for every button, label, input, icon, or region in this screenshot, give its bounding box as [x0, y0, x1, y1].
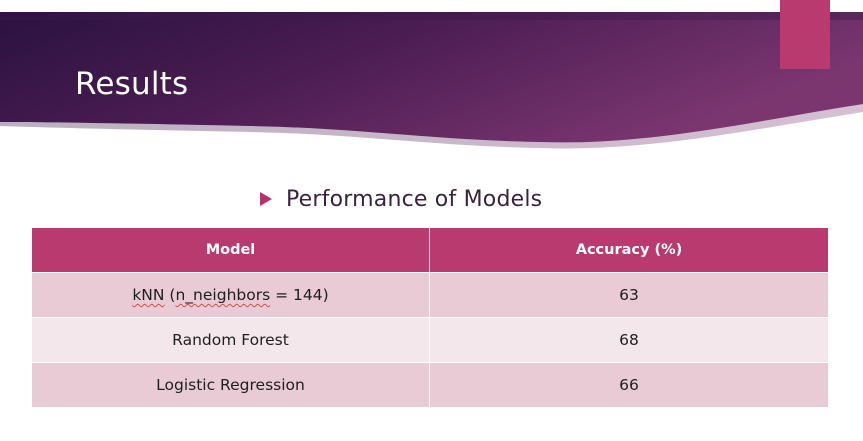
bullet-text: Performance of Models — [286, 186, 543, 212]
model-name-part: kNN — [132, 286, 165, 304]
header-accuracy: Accuracy (%) — [429, 227, 829, 273]
table-row: Logistic Regression 66 — [31, 362, 829, 408]
model-name-part: ( — [164, 286, 176, 304]
table-row: kNN (n_neighbors = 144) 63 — [31, 272, 829, 318]
header-model: Model — [31, 227, 430, 273]
triangle-bullet-icon — [260, 192, 272, 206]
table-header-row: Model Accuracy (%) — [31, 227, 829, 273]
accuracy-cell: 68 — [429, 317, 829, 363]
accuracy-cell: 66 — [429, 362, 829, 408]
results-table: Model Accuracy (%) kNN (n_neighbors = 14… — [31, 227, 829, 408]
accent-block — [780, 0, 830, 69]
accuracy-cell: 63 — [429, 272, 829, 318]
model-cell: kNN (n_neighbors = 144) — [31, 272, 430, 318]
bullet-item: Performance of Models — [260, 184, 542, 214]
model-name-part: n_neighbors — [175, 286, 271, 304]
model-cell: Logistic Regression — [31, 362, 430, 408]
title-banner — [0, 12, 863, 149]
slide-title: Results — [75, 66, 189, 102]
model-cell: Random Forest — [31, 317, 430, 363]
model-name-part: = 144) — [270, 286, 329, 304]
table-row: Random Forest 68 — [31, 317, 829, 363]
